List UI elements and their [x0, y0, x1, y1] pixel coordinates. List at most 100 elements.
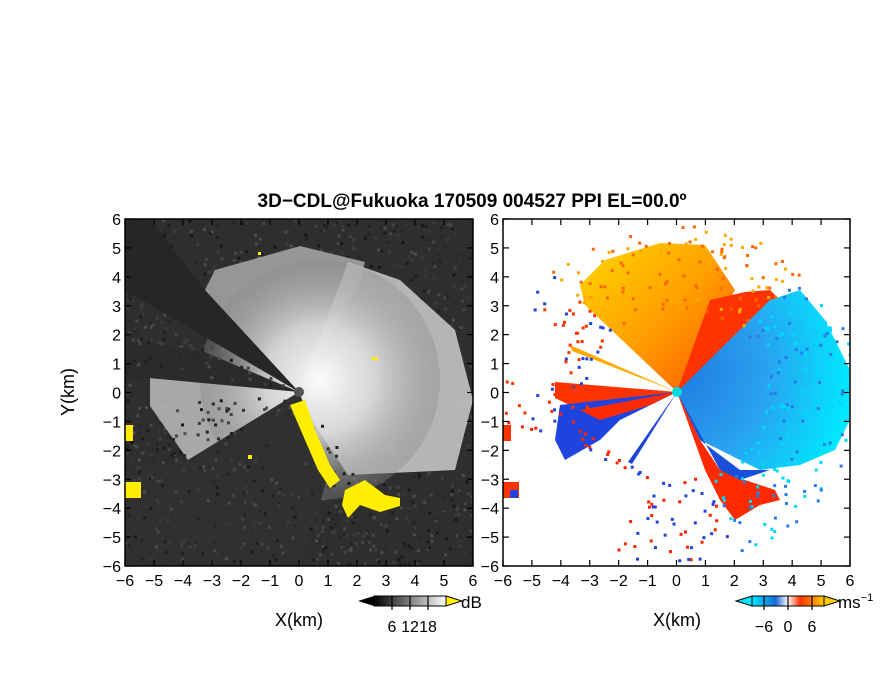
- snr-noise-cell: [210, 376, 214, 380]
- velocity-speckle-cell: [751, 245, 755, 249]
- velocity-speckle-cell: [733, 518, 737, 522]
- velocity-sector-northeast: [677, 290, 780, 392]
- snr-noise-cell: [319, 553, 323, 557]
- snr-noise-cell: [345, 519, 349, 523]
- snr-noise-cell: [429, 534, 433, 538]
- velocity-x-tick-label: −1: [638, 573, 656, 590]
- velocity-speckle-cell: [677, 258, 681, 262]
- velocity-speckle-cell: [854, 367, 857, 370]
- snr-noise-cell: [373, 247, 377, 251]
- velocity-speckle-cell: [691, 489, 695, 493]
- snr-noise-cell: [297, 240, 301, 244]
- snr-noise-cell: [357, 539, 361, 543]
- velocity-speckle-cell: [568, 343, 572, 347]
- snr-noise-cell: [133, 443, 137, 447]
- velocity-speckle-cell: [533, 308, 537, 312]
- snr-noise-cell: [244, 374, 248, 378]
- snr-noise-cell: [283, 399, 287, 403]
- velocity-speckle-cell: [651, 505, 655, 509]
- velocity-speckle-cell: [505, 380, 509, 384]
- snr-noise-cell: [353, 515, 357, 519]
- snr-noise-cell: [352, 245, 356, 249]
- velocity-speckle-cell: [738, 521, 742, 525]
- snr-noise-cell: [412, 521, 416, 525]
- snr-noise-cell: [456, 507, 460, 511]
- snr-noise-cell: [194, 541, 198, 545]
- snr-noise-cell: [263, 408, 267, 412]
- snr-y-tick-label: −4: [103, 501, 121, 518]
- snr-noise-cell: [180, 552, 184, 556]
- snr-noise-cell: [148, 551, 152, 555]
- snr-noise-cell: [213, 523, 217, 527]
- snr-noise-cell: [312, 524, 316, 528]
- snr-noise-cell: [240, 518, 244, 522]
- snr-noise-cell: [156, 479, 160, 483]
- snr-noise-cell: [367, 232, 371, 236]
- snr-noise-cell: [336, 242, 340, 246]
- snr-noise-cell: [189, 234, 193, 238]
- snr-noise-cell: [142, 504, 146, 508]
- velocity-speckle-cell: [813, 484, 817, 488]
- velocity-speckle-cell: [844, 387, 848, 391]
- snr-noise-cell: [377, 560, 381, 564]
- velocity-speckle-cell: [754, 246, 758, 250]
- velocity-speckle-cell: [698, 557, 702, 561]
- snr-noise-cell: [330, 552, 334, 556]
- velocity-speckle-cell: [601, 326, 605, 330]
- velocity-speckle-cell: [619, 261, 623, 265]
- snr-noise-cell: [350, 542, 354, 546]
- velocity-speckle-cell: [617, 459, 621, 463]
- velocity-speckle-cell: [719, 286, 723, 290]
- velocity-speckle-cell: [838, 374, 842, 378]
- velocity-speckle-cell: [820, 431, 824, 435]
- snr-noise-cell: [259, 485, 263, 489]
- velocity-speckle-cell: [581, 437, 585, 441]
- velocity-y-tick-label: −3: [481, 472, 499, 489]
- velocity-speckle-cell: [807, 414, 811, 418]
- snr-noise-cell: [203, 263, 207, 267]
- snr-field: [125, 219, 473, 566]
- velocity-speckle-cell: [658, 268, 662, 272]
- snr-noise-cell: [253, 503, 257, 507]
- snr-noise-cell: [137, 432, 141, 436]
- snr-noise-cell: [302, 561, 306, 565]
- snr-noise-cell: [143, 490, 147, 494]
- snr-noise-cell: [410, 546, 414, 550]
- snr-noise-cell: [433, 265, 437, 269]
- velocity-speckle-cell: [773, 467, 777, 471]
- velocity-speckle-cell: [626, 271, 630, 275]
- snr-noise-cell: [159, 364, 163, 368]
- snr-noise-cell: [215, 486, 219, 490]
- velocity-speckle-cell: [550, 409, 554, 413]
- snr-noise-cell: [231, 378, 235, 382]
- velocity-speckle-cell: [629, 520, 633, 524]
- velocity-speckle-cell: [613, 313, 617, 317]
- velocity-speckle-cell: [686, 545, 690, 549]
- snr-y-tick-label: −6: [103, 559, 121, 576]
- snr-noise-cell: [289, 475, 293, 479]
- snr-noise-cell: [463, 285, 467, 289]
- velocity-colorbar-tick-label: 0: [784, 619, 793, 636]
- velocity-speckle-cell: [840, 433, 844, 437]
- velocity-speckle-cell: [693, 521, 697, 525]
- snr-noise-cell: [282, 423, 286, 427]
- velocity-speckle-cell: [571, 312, 575, 316]
- velocity-speckle-cell: [692, 225, 696, 229]
- velocity-speckle-cell: [559, 412, 563, 416]
- snr-noise-cell: [183, 432, 187, 436]
- snr-noise-cell: [365, 560, 369, 564]
- velocity-speckle-cell: [777, 368, 781, 372]
- snr-noise-cell: [394, 226, 398, 230]
- snr-noise-cell: [208, 277, 212, 281]
- snr-noise-cell: [426, 474, 430, 478]
- snr-noise-cell: [170, 472, 174, 476]
- snr-noise-cell: [234, 252, 238, 256]
- velocity-speckle-cell: [638, 241, 642, 245]
- snr-noise-cell: [403, 544, 407, 548]
- snr-noise-cell: [190, 240, 194, 244]
- velocity-speckle-cell: [825, 332, 829, 336]
- velocity-speckle-cell: [553, 419, 557, 423]
- snr-noise-cell: [377, 248, 381, 252]
- velocity-speckle-cell: [816, 499, 820, 503]
- snr-noise-cell: [243, 500, 247, 504]
